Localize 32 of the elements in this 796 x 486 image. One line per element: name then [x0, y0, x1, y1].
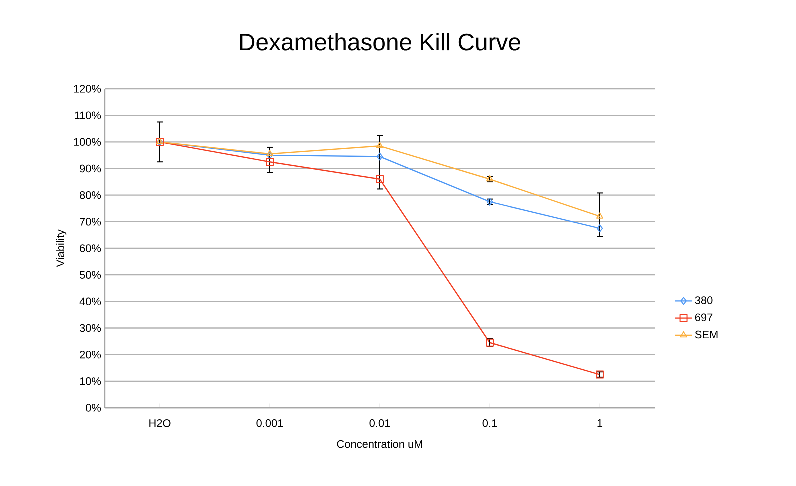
x-tick-label: 1: [598, 420, 603, 428]
legend-label: 380: [695, 296, 713, 304]
point: [596, 224, 604, 233]
legend-label: SEM: [695, 330, 718, 339]
point: [266, 158, 274, 166]
y-tick-label: 90%: [80, 164, 102, 173]
y-tick-label: 70%: [80, 218, 102, 226]
y-tick-label: 20%: [80, 350, 102, 359]
y-tick-label: 40%: [80, 298, 102, 306]
y-tick-label: 110%: [75, 112, 102, 120]
point: [376, 175, 384, 184]
x-tick-label: H2O: [150, 420, 171, 428]
y-tick-label: 60%: [80, 244, 102, 252]
point: [266, 150, 274, 156]
y-tick-label: 10%: [80, 378, 102, 386]
x-tick-label: 0.1: [482, 420, 498, 428]
chart-title: Dexamethasone Kill Curve: [240, 33, 520, 51]
y-tick-label: 30%: [80, 324, 102, 332]
y-axis-title: Viability: [56, 230, 67, 268]
x-axis-title: Concentration uM: [337, 440, 422, 448]
x-tick-label: 0.001: [256, 420, 284, 428]
y-tick-label: 120%: [74, 85, 102, 93]
point: [596, 212, 604, 219]
point: [266, 151, 274, 160]
point: [376, 152, 384, 161]
y-tick-label: 50%: [80, 271, 102, 279]
y-tick-label: 100%: [74, 138, 102, 146]
y-tick-label: 80%: [80, 191, 102, 200]
y-tick-label: 0%: [86, 404, 102, 412]
x-tick-label: 0.01: [370, 420, 390, 428]
point: [376, 142, 384, 148]
legend-label: 697: [695, 314, 713, 322]
